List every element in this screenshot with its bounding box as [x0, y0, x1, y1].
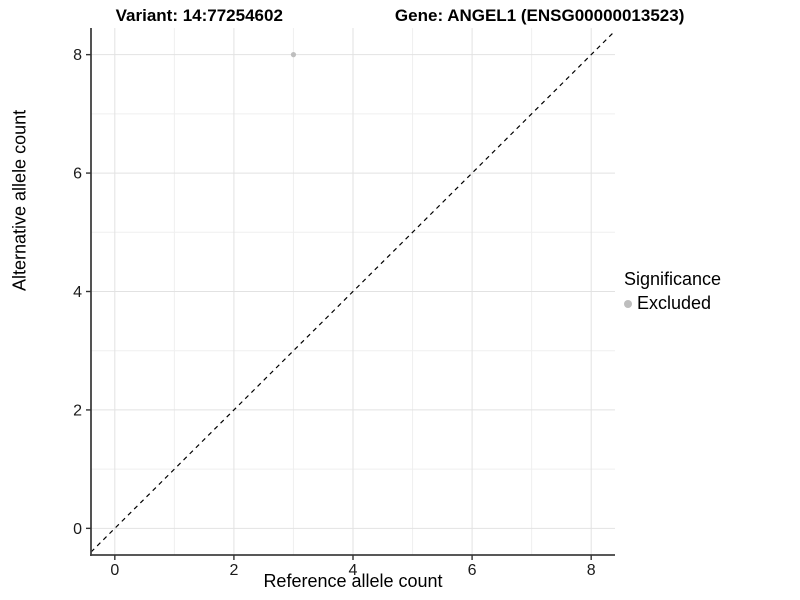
identity-dashed-line [90, 30, 616, 553]
x-tick-label: 8 [587, 562, 596, 579]
y-tick-label: 2 [73, 402, 82, 419]
legend-item-excluded: Excluded [624, 293, 721, 314]
x-axis-title: Reference allele count [263, 571, 443, 591]
x-tick-label: 0 [110, 562, 119, 579]
x-tick-label: 4 [349, 562, 358, 579]
excluded-point-icon [624, 299, 632, 308]
y-tick-label: 6 [73, 166, 82, 183]
x-tick-label: 6 [468, 562, 477, 579]
y-tick-label: 0 [73, 521, 82, 538]
data-point [290, 52, 297, 58]
legend-title: Significance [624, 269, 722, 289]
x-tick-label: 2 [229, 562, 238, 579]
y-tick-label: 4 [73, 284, 82, 301]
legend: Significance Excluded [624, 269, 721, 314]
plot-title-variant: Variant: 14:77254602 [115, 6, 283, 25]
legend-item-label: Excluded [637, 293, 712, 313]
plot-title: Variant: 14:77254602 Gene: ANGEL1 (ENSG0… [0, 6, 800, 26]
plot-title-gene: Gene: ANGEL1 (ENSG00000013523) [394, 6, 685, 25]
y-tick-label: 8 [73, 47, 82, 64]
